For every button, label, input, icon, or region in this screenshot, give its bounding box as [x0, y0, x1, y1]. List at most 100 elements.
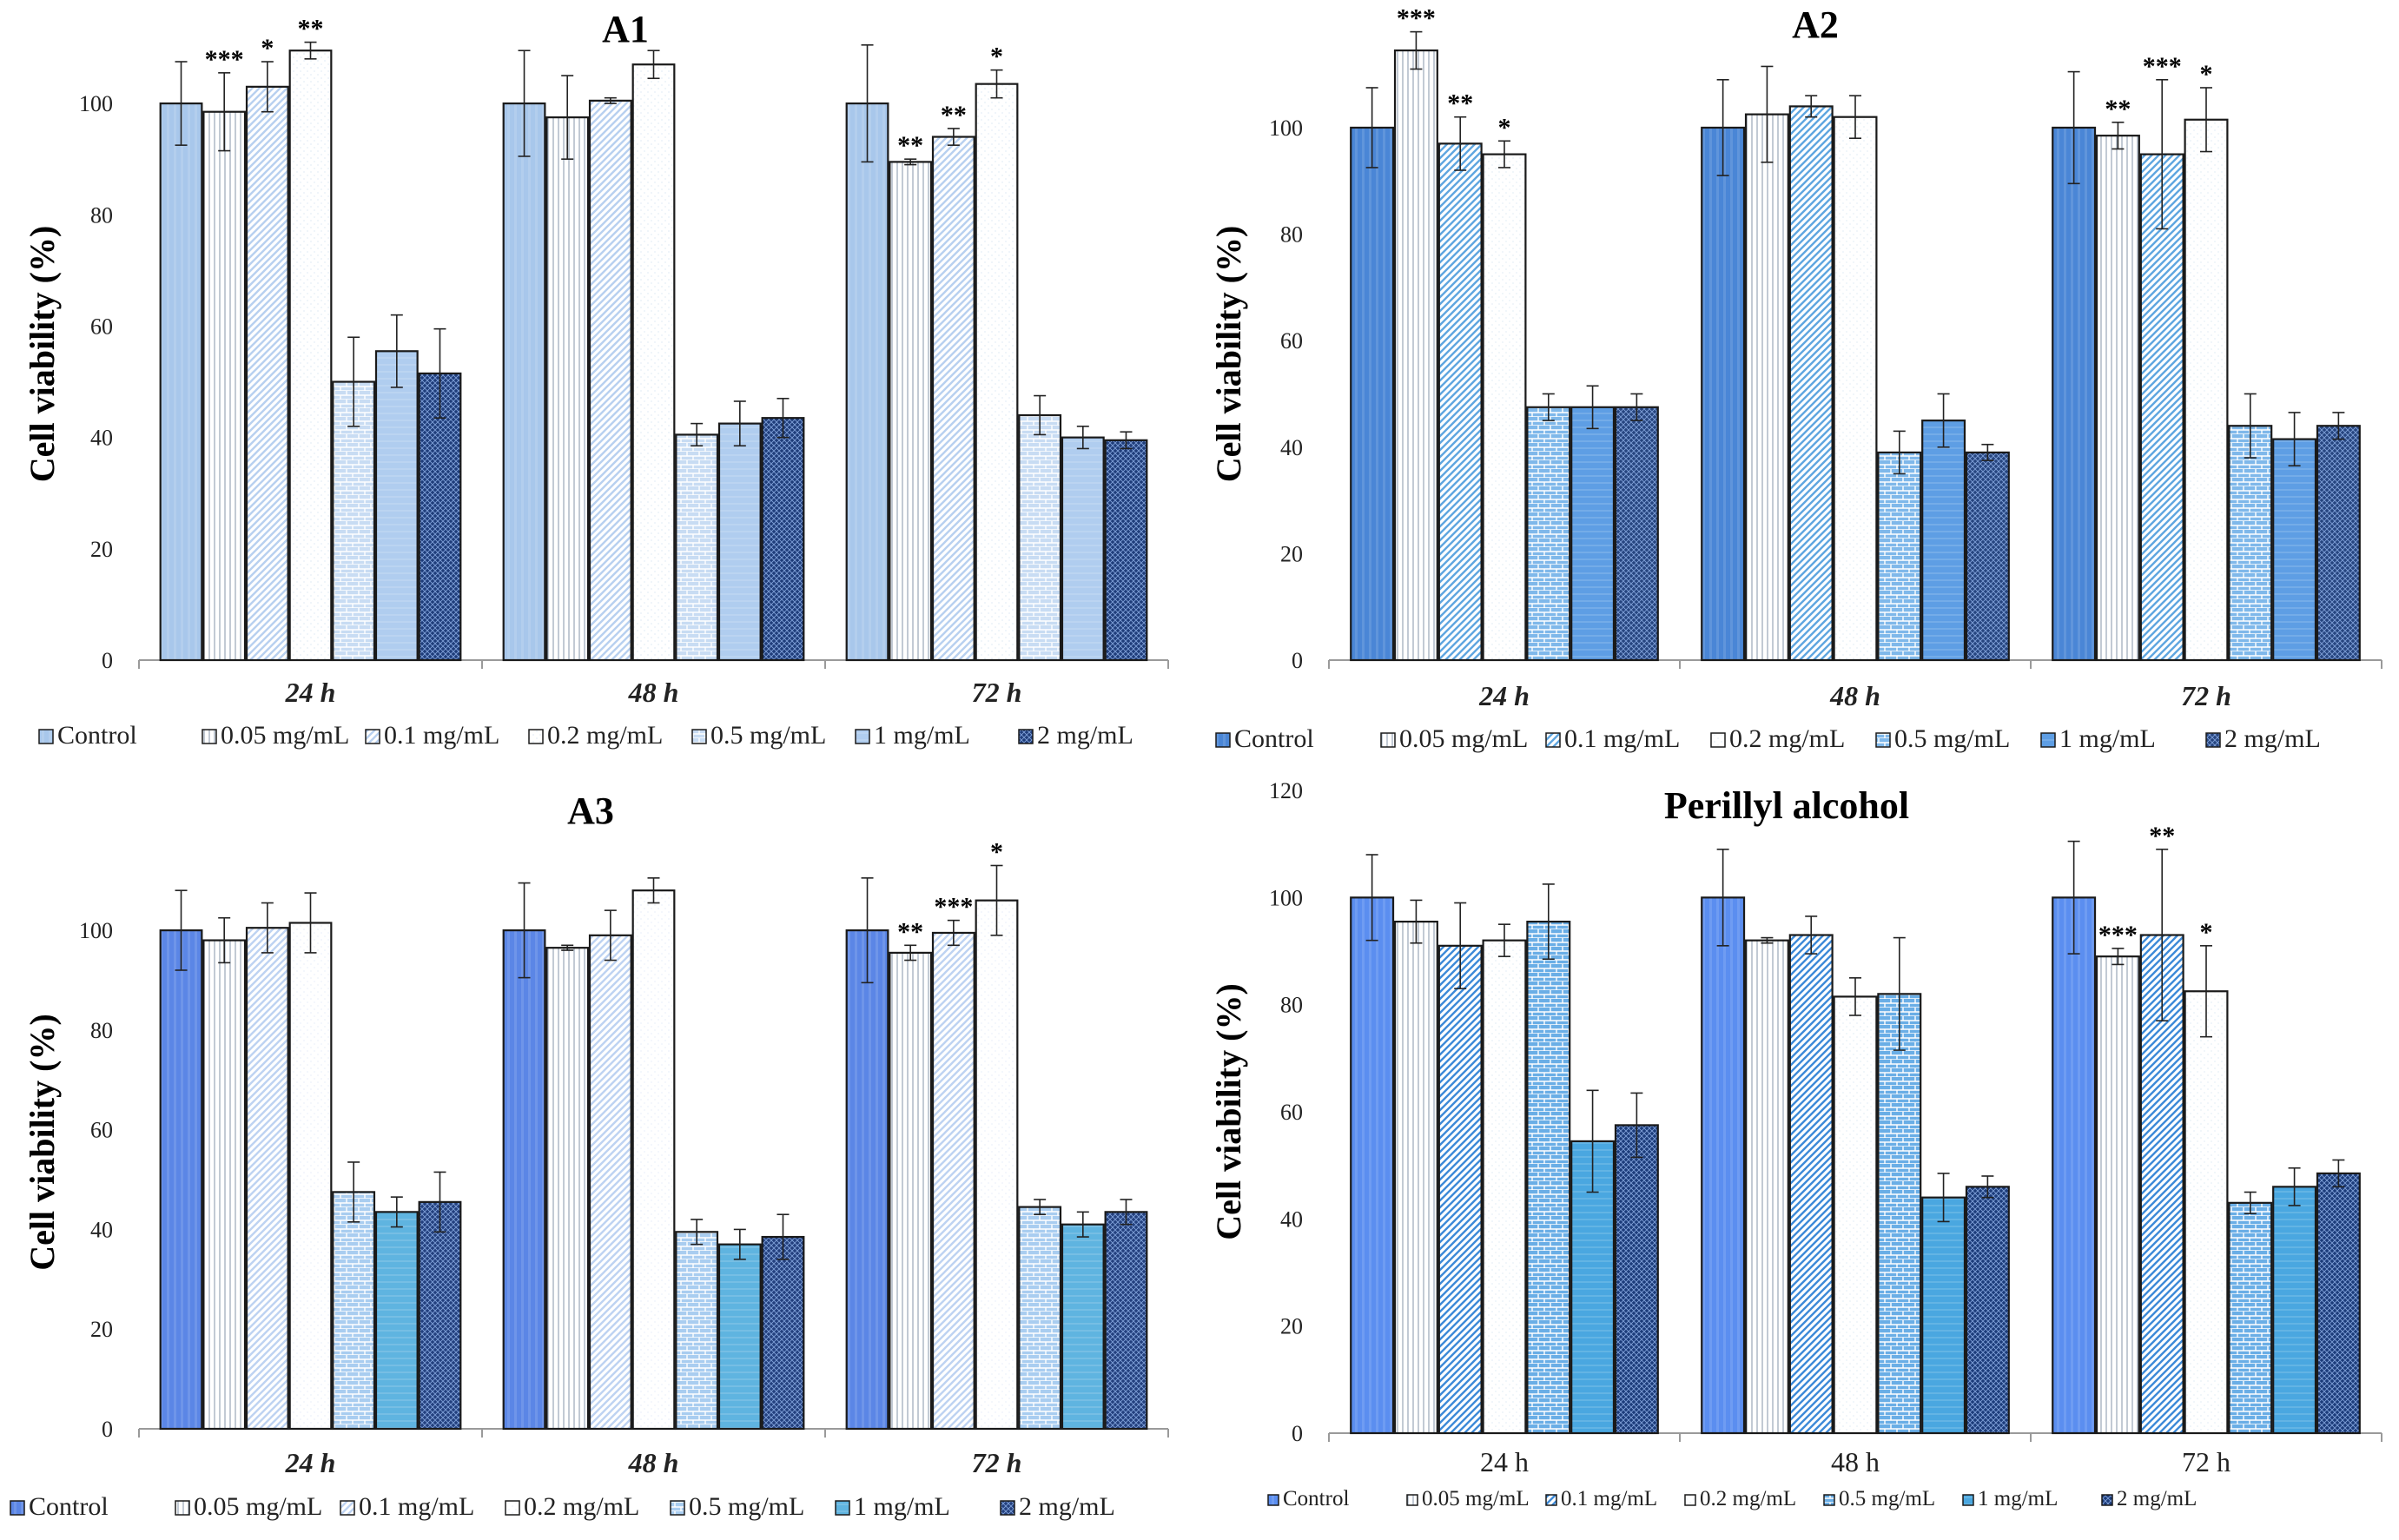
legend-item-control: Control — [38, 721, 137, 750]
error-bar — [390, 1196, 403, 1228]
legend-item-0-1-mg-ml: 0.1 mg/mL — [1545, 724, 1680, 753]
legend-label: 0.2 mg/mL — [1700, 1487, 1796, 1510]
bar-72-h-0-5-mg-ml — [1018, 413, 1062, 662]
error-bar — [1981, 443, 1994, 461]
error-bar — [1498, 923, 1510, 957]
error-bar — [218, 72, 231, 152]
significance-marker: ** — [1447, 89, 1473, 118]
legend-label: 0.5 mg/mL — [1839, 1487, 1935, 1510]
error-bar — [304, 41, 317, 60]
y-tick-label: 80 — [90, 202, 113, 228]
bar-24-h-0-5-mg-ml — [332, 1191, 376, 1431]
x-category-label: 48 h — [1831, 1446, 1880, 1477]
legend-swatch — [1684, 1494, 1696, 1506]
bar-24-h-control — [159, 102, 203, 662]
legend-label: 1 mg/mL — [874, 721, 970, 750]
error-bar — [2200, 945, 2212, 1038]
bar-24-h-control — [159, 929, 203, 1431]
bar-24-h-0-1-mg-ml — [1437, 944, 1483, 1435]
legend-item-control: Control — [10, 1492, 109, 1521]
bar-72-h-0-1-mg-ml — [931, 931, 975, 1431]
bar-48-h-2-mg-ml — [1965, 1186, 2010, 1435]
error-bar — [947, 919, 960, 947]
bar-48-h-2-mg-ml — [1965, 451, 2010, 662]
y-tick-label: 40 — [90, 1217, 113, 1242]
legend-swatch — [1018, 729, 1034, 744]
legend-label: 0.1 mg/mL — [359, 1492, 474, 1521]
legend-item-0-05-mg-ml: 0.05 mg/mL — [202, 721, 349, 750]
legend-swatch — [38, 729, 54, 744]
bar-72-h-1-mg-ml — [1061, 1223, 1105, 1431]
bar-24-h-0-05-mg-ml — [1393, 49, 1438, 662]
error-bar — [1805, 95, 1818, 118]
error-bar — [1937, 1173, 1950, 1223]
legend-label: 2 mg/mL — [2224, 724, 2321, 753]
legend-item-0-5-mg-ml: 0.5 mg/mL — [1823, 1487, 1935, 1510]
bar-24-h-1-mg-ml — [1570, 406, 1616, 662]
bar-48-h-0-5-mg-ml — [1877, 451, 1922, 662]
x-category-label: 48 h — [1829, 680, 1880, 711]
bar-72-h-1-mg-ml — [2272, 1186, 2317, 1435]
significance-marker: *** — [2098, 921, 2138, 949]
bar-72-h-0-1-mg-ml — [931, 135, 975, 662]
legend-label: 0.1 mg/mL — [1561, 1487, 1657, 1510]
legend-swatch — [1380, 732, 1396, 748]
y-tick-label: 80 — [1280, 993, 1303, 1018]
bar-24-h-0-05-mg-ml — [202, 110, 247, 662]
bar-24-h-0-05-mg-ml — [202, 939, 247, 1431]
legend-swatch — [365, 729, 380, 744]
error-bar — [2067, 840, 2080, 955]
bar-72-h-control — [845, 929, 889, 1431]
error-bar — [1454, 116, 1467, 171]
error-bar — [733, 1228, 746, 1260]
error-bar — [561, 75, 574, 160]
error-bar — [2067, 70, 2080, 185]
legend-label: 1 mg/mL — [854, 1492, 950, 1521]
y-tick-label: 20 — [1280, 541, 1303, 566]
legend-label: 0.1 mg/mL — [1564, 724, 1680, 753]
significance-marker: ** — [897, 917, 923, 946]
bar-24-h-0-2-mg-ml — [1482, 939, 1527, 1435]
chart-title: A2 — [1792, 3, 1839, 46]
significance-marker: ** — [897, 131, 923, 160]
error-bar — [2332, 1159, 2345, 1188]
error-bar — [647, 877, 660, 904]
bar-48-h-0-2-mg-ml — [1833, 116, 1878, 662]
chart-title: Perillyl alcohol — [1664, 784, 1909, 827]
y-tick-label: 100 — [1269, 885, 1303, 910]
significance-marker: *** — [934, 893, 973, 922]
error-bar — [691, 1219, 704, 1246]
legend-item-2-mg-ml: 2 mg/mL — [2205, 724, 2321, 753]
y-tick-label: 100 — [1269, 116, 1303, 141]
error-bar — [1034, 394, 1047, 436]
x-category-label: 72 h — [972, 1447, 1022, 1478]
bar-72-h-0-2-mg-ml — [975, 83, 1019, 662]
error-bar — [1716, 849, 1729, 947]
x-category-label: 48 h — [628, 677, 679, 708]
legend-swatch — [1962, 1494, 1974, 1506]
bar-72-h-2-mg-ml — [1104, 439, 1148, 662]
error-bar — [1937, 393, 1950, 448]
significance-marker: * — [2200, 918, 2213, 947]
bar-72-h-0-2-mg-ml — [2184, 118, 2229, 662]
legend-item-control: Control — [1267, 1487, 1349, 1510]
bar-48-h-0-1-mg-ml — [588, 934, 632, 1431]
error-bar — [2156, 78, 2169, 230]
bar-24-h-2-mg-ml — [1614, 1124, 1659, 1435]
legend-label: 1 mg/mL — [2059, 724, 2156, 753]
error-bar — [1805, 915, 1818, 955]
legend-swatch — [835, 1500, 850, 1516]
legend-label: 0.1 mg/mL — [384, 721, 499, 750]
legend-swatch — [855, 729, 870, 744]
error-bar — [2200, 87, 2212, 153]
y-axis-label: Cell viability (%) — [23, 226, 62, 483]
error-bar — [1365, 854, 1378, 942]
error-bar — [904, 944, 917, 962]
legend-swatch — [1875, 732, 1891, 748]
error-bar — [1498, 140, 1510, 169]
y-tick-label: 40 — [1280, 1206, 1303, 1232]
bar-48-h-control — [1701, 896, 1746, 1435]
bar-24-h-1-mg-ml — [374, 1211, 419, 1431]
x-category-label: 24 h — [1478, 680, 1530, 711]
